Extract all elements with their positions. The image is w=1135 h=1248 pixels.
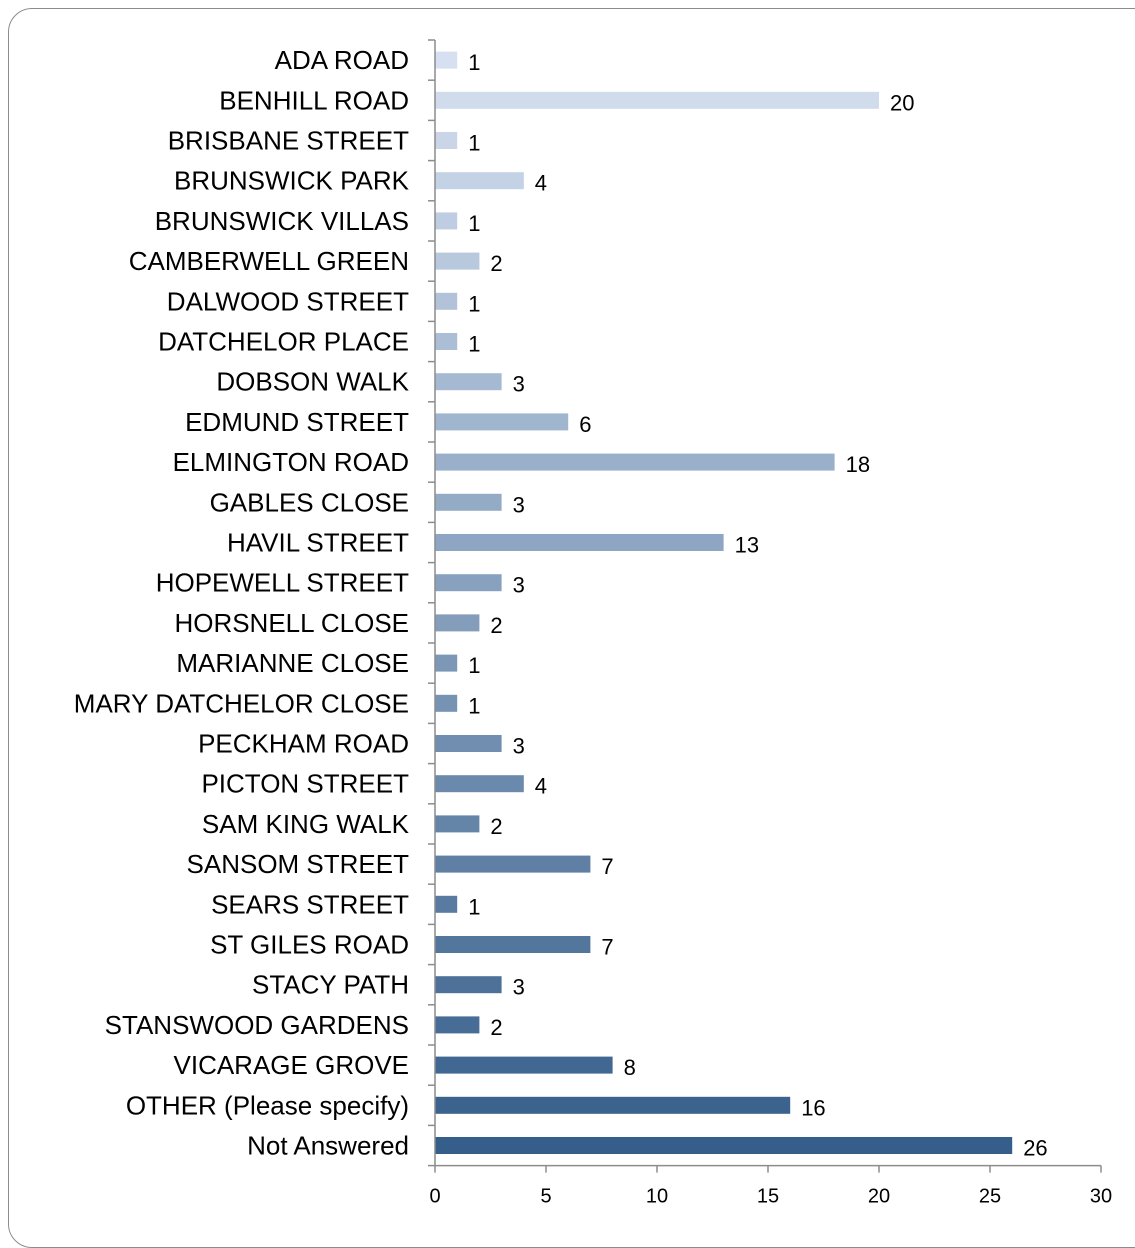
category-label: VICARAGE GROVE [174,1050,410,1080]
bar [435,132,458,149]
bars-layer [435,51,1013,1154]
bar [435,735,502,752]
data-label: 3 [513,734,525,759]
data-label: 1 [468,894,480,919]
data-label: 2 [490,251,502,276]
x-tick-label: 20 [868,1186,890,1208]
data-label: 6 [579,412,591,437]
category-label: SANSOM STREET [187,849,410,879]
bar [435,172,524,190]
category-label: HAVIL STREET [227,528,409,558]
bar [435,534,724,551]
category-label: PECKHAM ROAD [198,729,409,759]
bar [435,936,591,953]
x-tick-label: 30 [1090,1186,1112,1208]
bar [435,1096,791,1114]
data-label: 1 [468,291,480,316]
category-label: BRISBANE STREET [168,126,409,156]
x-tick-label: 0 [429,1186,440,1208]
category-label: DALWOOD STREET [167,286,409,316]
bar [435,654,458,672]
data-label: 2 [490,613,502,638]
bar [435,855,591,873]
category-label: BRUNSWICK VILLAS [155,206,409,236]
category-label: STANSWOOD GARDENS [105,1010,409,1040]
data-label: 1 [468,693,480,718]
bar [435,574,502,592]
x-tick-label: 5 [540,1186,551,1208]
bar [435,1056,613,1074]
bar [435,493,502,511]
bar [435,775,524,793]
category-label: GABLES CLOSE [210,487,409,517]
category-label: OTHER (Please specify) [126,1090,409,1120]
category-label: MARY DATCHELOR CLOSE [74,688,409,718]
data-label: 2 [490,1015,502,1040]
data-label: 20 [890,90,914,115]
category-label: HORSNELL CLOSE [174,608,409,638]
data-label: 1 [468,211,480,236]
category-label: STACY PATH [252,970,409,1000]
bar [435,51,458,69]
category-label: SAM KING WALK [202,809,410,839]
data-label: 1 [468,332,480,357]
bar [435,413,569,431]
data-label: 4 [535,171,547,196]
bar [435,976,502,994]
bar [435,212,458,230]
category-label: ST GILES ROAD [210,930,409,960]
data-label: 7 [601,854,613,879]
category-label: BENHILL ROAD [219,85,409,115]
data-label: 3 [513,573,525,598]
bar [435,1016,480,1034]
x-tick-label: 10 [646,1186,668,1208]
data-label: 16 [801,1095,825,1120]
data-label: 8 [624,1055,636,1080]
category-label: MARIANNE CLOSE [176,648,409,678]
data-label: 1 [468,50,480,75]
bar [435,453,835,471]
category-label: DOBSON WALK [216,367,409,397]
data-label: 18 [846,452,870,477]
chart-frame [8,8,1135,1248]
data-label: 3 [513,372,525,397]
data-label: 13 [735,533,759,558]
category-label: PICTON STREET [201,769,409,799]
category-label: EDMUND STREET [185,407,409,437]
data-label: 3 [513,975,525,1000]
data-label: 7 [601,935,613,960]
bar [435,373,502,391]
data-label: 26 [1023,1136,1047,1161]
bar [435,292,458,310]
data-label: 3 [513,492,525,517]
data-label: 4 [535,774,547,799]
data-label: 1 [468,131,480,156]
bar [435,815,480,833]
bar [435,333,458,350]
data-label: 2 [490,814,502,839]
bar [435,1137,1013,1154]
category-label: DATCHELOR PLACE [158,327,409,357]
category-label: ELMINGTON ROAD [173,447,409,477]
category-label: ADA ROAD [275,45,409,75]
bar [435,252,480,270]
category-label: Not Answered [247,1131,409,1161]
axis-layer [428,39,1102,1173]
x-tick-label: 15 [757,1186,779,1208]
x-tick-label: 25 [979,1186,1001,1208]
bar [435,614,480,632]
bar [435,895,458,913]
bar [435,91,879,109]
category-label: BRUNSWICK PARK [174,166,410,196]
bar [435,694,458,712]
category-label: CAMBERWELL GREEN [129,246,409,276]
category-label: SEARS STREET [211,889,409,919]
data-label: 1 [468,653,480,678]
category-label: HOPEWELL STREET [156,568,409,598]
